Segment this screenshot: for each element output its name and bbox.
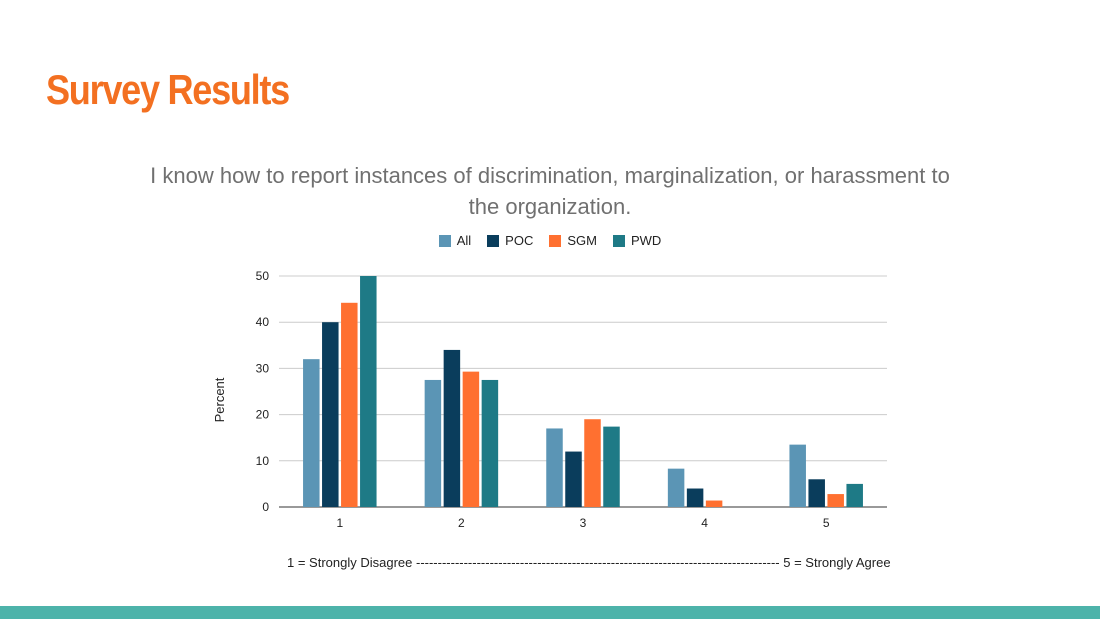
y-tick-label: 30 <box>256 361 270 375</box>
x-tick-label: 1 <box>336 516 343 530</box>
legend-label: POC <box>505 233 534 248</box>
y-axis-label: Percent <box>212 377 227 422</box>
bar-pwd-2 <box>481 379 499 507</box>
legend-label: PWD <box>630 233 662 248</box>
slide-title: Survey Results <box>46 66 290 113</box>
bar-sgm-5 <box>827 494 844 507</box>
y-tick-label: 50 <box>256 269 270 283</box>
x-tick-label: 2 <box>458 516 465 530</box>
legend-swatch <box>487 234 500 247</box>
legend-item-all: All <box>438 233 472 248</box>
bar-poc-5 <box>808 479 825 507</box>
bar-all-5 <box>789 444 806 507</box>
scale-footnote: 1 = Strongly Disagree ------------------… <box>287 555 891 570</box>
x-tick-label: 3 <box>580 516 587 530</box>
chart-legend: All POC SGM PWD <box>0 233 1100 248</box>
bar-all-3 <box>546 428 563 507</box>
y-tick-label: 40 <box>256 315 270 329</box>
y-tick-label: 20 <box>256 408 270 422</box>
bar-pwd-5 <box>846 483 863 507</box>
bar-pwd-1 <box>360 276 377 507</box>
bar-sgm-2 <box>462 371 480 507</box>
bar-sgm-3 <box>584 419 601 507</box>
chart-title: I know how to report instances of discri… <box>150 163 950 219</box>
bar-all-1 <box>303 359 320 507</box>
legend-item-sgm: SGM <box>549 233 597 248</box>
bar-all-2 <box>424 379 442 507</box>
bar-poc-4 <box>686 488 704 507</box>
bar-sgm-1 <box>341 302 358 507</box>
x-tick-label: 4 <box>701 516 708 530</box>
bar-pwd-3 <box>603 426 620 507</box>
bar-poc-3 <box>565 451 582 507</box>
bar-sgm-4 <box>705 500 723 507</box>
legend-swatch <box>438 234 451 247</box>
y-tick-label: 0 <box>262 500 269 514</box>
bar-poc-1 <box>322 322 339 507</box>
x-tick-label: 5 <box>823 516 830 530</box>
bar-poc-2 <box>443 349 461 507</box>
legend-item-poc: POC <box>487 233 533 248</box>
bottom-accent-bar <box>0 606 1100 619</box>
legend-label: All <box>456 233 472 248</box>
legend-label: SGM <box>567 233 597 248</box>
y-tick-label: 10 <box>256 454 270 468</box>
legend-item-pwd: PWD <box>612 233 662 248</box>
legend-swatch <box>612 234 625 247</box>
bar-all-4 <box>667 468 685 507</box>
legend-swatch <box>549 234 562 247</box>
